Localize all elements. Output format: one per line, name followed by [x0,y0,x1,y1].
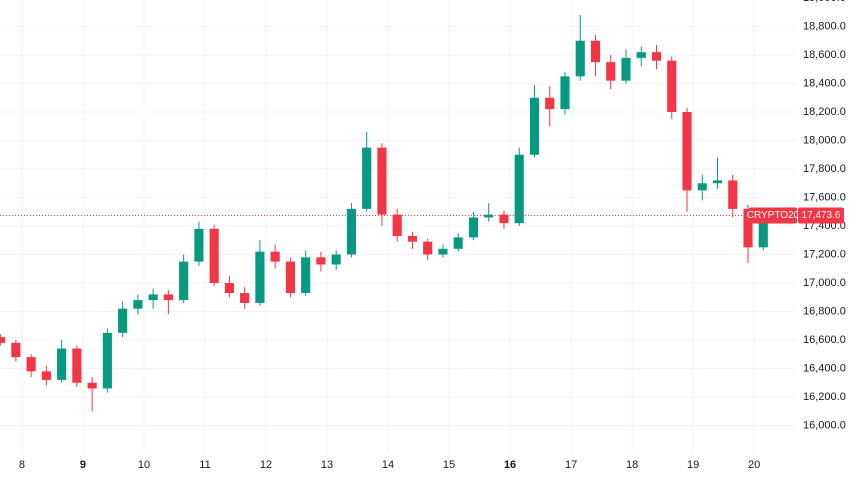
x-tick-label: 18 [626,459,638,471]
x-tick-label: 20 [748,459,760,471]
candle-body [118,308,128,333]
y-tick-label: 18,000.0 [803,134,846,146]
candle-body [72,348,82,383]
candle-body [26,357,36,372]
candle-body [148,294,158,301]
candle-body [758,215,768,248]
x-tick-label: 12 [260,459,272,471]
candle-body [529,97,540,155]
candle-body [407,235,418,242]
x-tick-label: 15 [443,459,455,471]
y-tick-label: 18,800.0 [803,20,846,32]
candle-body [285,261,295,293]
candle-body [621,57,631,81]
candle-body [560,76,570,110]
x-tick-label: 16 [504,459,516,471]
price-label: 17,473.6 [802,210,841,221]
candle-body [87,382,97,389]
candle-body [209,228,219,283]
x-tick-label: 9 [80,459,86,471]
y-tick-label: 16,400.0 [803,362,846,374]
x-tick-label: 11 [199,459,210,471]
candle-body [270,251,280,262]
candle-body [346,208,357,255]
candle-body [57,348,67,380]
x-tick-label: 10 [138,459,150,471]
symbol-badge [749,207,797,224]
candle-body [499,214,509,224]
candle-body [651,52,662,61]
x-tick-label: 19 [687,459,699,471]
candle-body [163,294,173,301]
candle-body [667,60,677,112]
y-tick-label: 18,600.0 [803,49,846,61]
candle-body [224,283,234,293]
y-tick-label: 17,800.0 [803,163,846,175]
candle-body [392,214,402,236]
candle-body [240,292,250,303]
candle-body [545,97,555,110]
candle-body [301,257,311,293]
candle-body [575,40,585,77]
y-tick-label: 16,800.0 [803,305,846,317]
candle-body [133,300,143,309]
candle-body [377,147,387,215]
candle-body [590,40,601,63]
candle-body [468,217,479,238]
candle-body [606,62,616,81]
y-tick-label: 19,000.0 [803,0,846,4]
candle-body [362,147,372,209]
y-tick-label: 18,200.0 [803,106,846,118]
x-tick-label: 14 [382,459,394,471]
x-tick-label: 13 [321,459,333,471]
candle-body [423,241,433,255]
candle-body [179,261,189,301]
candle-body [331,254,341,265]
candle-body [0,337,6,343]
candle-body [697,183,707,191]
y-tick-label: 16,200.0 [803,391,846,403]
candle-body [636,52,646,58]
y-tick-label: 17,200.0 [803,248,846,260]
y-tick-label: 17,600.0 [803,191,846,203]
candle-body [514,154,524,224]
price-badge [798,207,844,224]
candle-body [712,180,723,184]
x-tick-label: 17 [565,459,577,471]
candle-body [41,371,51,380]
candle-body [453,237,463,249]
y-tick-label: 18,400.0 [803,77,846,89]
candle-body [743,208,753,248]
candle-body [194,228,204,262]
candle-body [682,112,692,191]
x-tick-label: 8 [19,459,25,471]
y-tick-label: 16,600.0 [803,334,846,346]
symbol-label: CRYPTO20 [747,210,800,221]
candle-body [438,248,448,255]
y-tick-label: 17,000.0 [803,277,846,289]
candle-body [728,180,738,209]
candle-body [255,251,265,303]
candle-body [484,214,494,218]
candle-body [316,257,326,265]
candle-body [102,332,112,389]
y-tick-label: 16,000.0 [803,419,846,431]
candle-body [11,342,21,358]
